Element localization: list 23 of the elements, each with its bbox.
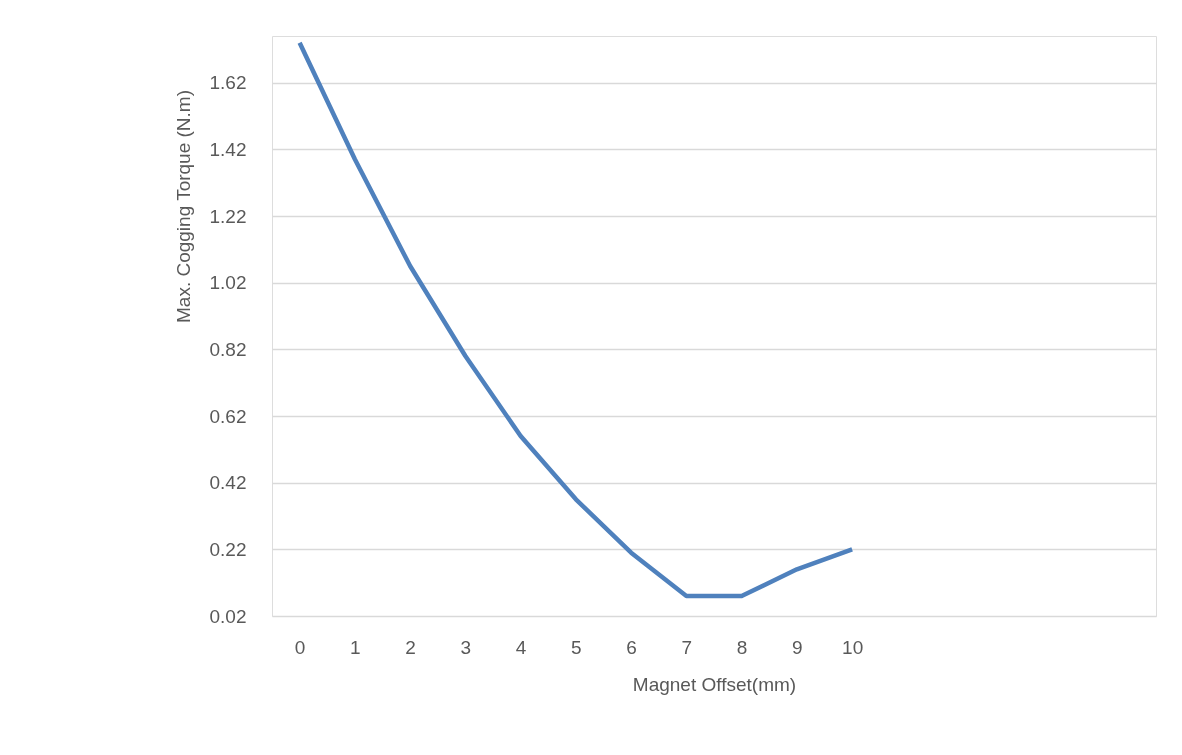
x-axis-title: Magnet Offset(mm) (632, 673, 797, 695)
y-tick-label: 1.62 (209, 72, 247, 94)
x-tick-label: 6 (626, 636, 637, 658)
y-axis-title: Max. Cogging Torque (N.m) (172, 89, 194, 324)
y-tick-label: 1.02 (209, 272, 247, 294)
x-tick-label: 0 (294, 636, 306, 658)
x-tick-label: 3 (460, 636, 472, 658)
y-tick-label: 1.42 (209, 138, 247, 160)
y-tick-label: 0.22 (209, 538, 247, 560)
line-series (297, 40, 855, 599)
x-tick-label: 8 (736, 636, 748, 658)
x-tick-label: 5 (571, 636, 582, 658)
x-tick-label: 1 (350, 636, 361, 658)
x-tick-label: 4 (515, 636, 527, 658)
y-tick-label: 1.22 (209, 205, 247, 227)
y-tick-label: 0.62 (209, 405, 247, 427)
y-tick-label: 0.42 (209, 472, 247, 494)
x-tick-label: 2 (405, 636, 416, 658)
x-tick-label: 9 (792, 636, 803, 658)
x-tick-label: 10 (842, 636, 864, 658)
x-tick-label: 7 (681, 636, 693, 658)
y-tick-label: 0.82 (209, 338, 247, 360)
y-tick-label: 0.02 (209, 605, 247, 627)
